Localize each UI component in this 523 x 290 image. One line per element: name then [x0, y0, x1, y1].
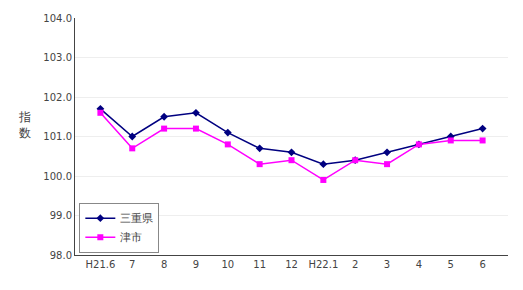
- svg-text:104.0: 104.0: [43, 13, 72, 24]
- svg-text:2: 2: [352, 259, 358, 270]
- svg-text:98.0: 98.0: [50, 250, 72, 261]
- svg-text:H22.1: H22.1: [308, 259, 338, 270]
- svg-text:H21.6: H21.6: [86, 259, 116, 270]
- svg-text:100.0: 100.0: [43, 171, 72, 182]
- svg-text:8: 8: [161, 259, 167, 270]
- svg-text:5: 5: [448, 259, 454, 270]
- svg-text:11: 11: [253, 259, 266, 270]
- svg-text:津市: 津市: [120, 231, 142, 244]
- svg-text:102.0: 102.0: [43, 92, 72, 103]
- svg-text:99.0: 99.0: [50, 210, 72, 221]
- svg-text:指数: 指数: [18, 110, 31, 140]
- svg-text:3: 3: [384, 259, 390, 270]
- svg-text:9: 9: [193, 259, 199, 270]
- svg-text:7: 7: [129, 259, 135, 270]
- svg-text:6: 6: [479, 259, 485, 270]
- svg-text:101.0: 101.0: [43, 131, 72, 142]
- svg-text:103.0: 103.0: [43, 52, 72, 63]
- svg-text:12: 12: [285, 259, 298, 270]
- svg-text:4: 4: [416, 259, 422, 270]
- svg-text:三重県: 三重県: [120, 212, 153, 225]
- svg-text:10: 10: [221, 259, 234, 270]
